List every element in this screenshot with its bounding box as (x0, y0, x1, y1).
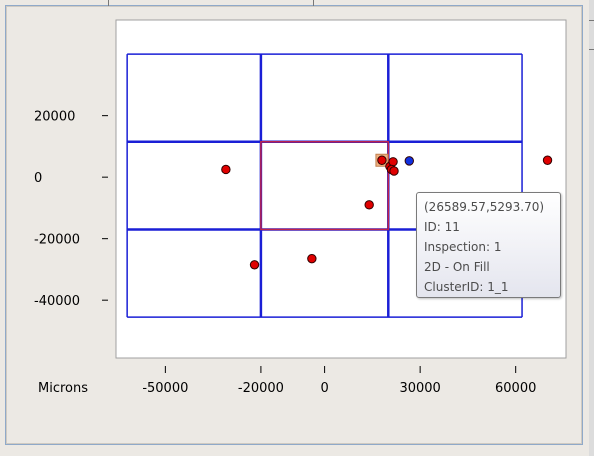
scrollbar-edge[interactable] (589, 0, 594, 456)
data-point[interactable] (221, 164, 231, 175)
y-tick-label: -40000 (34, 294, 80, 309)
x-tick-label: -50000 (142, 381, 188, 396)
tooltip-type: 2D - On Fill (424, 260, 490, 274)
plot-area[interactable] (115, 19, 567, 359)
y-axis: 20000 0 -20000 -40000 (34, 110, 108, 309)
data-point[interactable] (377, 155, 387, 165)
tooltip-id: ID: 11 (424, 220, 460, 234)
data-point[interactable] (404, 156, 414, 166)
tooltip-cluster: ClusterID: 1_1 (424, 280, 509, 294)
y-tick-label: -20000 (34, 233, 80, 248)
tooltip-inspection: Inspection: 1 (424, 240, 502, 254)
tooltip-coords: (26589.57,5293.70) (424, 200, 545, 214)
data-points[interactable] (221, 153, 553, 270)
data-point[interactable] (364, 200, 374, 210)
highlight-rect (260, 141, 390, 231)
y-tick-label: 20000 (34, 110, 75, 125)
y-tick-label: 0 (34, 171, 42, 186)
x-tick-label: -20000 (238, 381, 284, 396)
data-point[interactable] (389, 166, 399, 176)
x-tick-label: 0 (320, 381, 328, 396)
unit-label: Microns (38, 381, 88, 396)
data-point[interactable] (307, 253, 317, 264)
x-tick-label: 30000 (399, 381, 440, 396)
data-point[interactable] (249, 260, 260, 270)
highlight-cell (260, 141, 390, 231)
data-point[interactable] (388, 157, 398, 167)
x-axis: -50000 -20000 0 30000 60000 (142, 366, 536, 396)
data-point[interactable] (542, 155, 553, 165)
point-tooltip: (26589.57,5293.70) ID: 11 Inspection: 1 … (416, 192, 561, 298)
x-tick-label: 60000 (495, 381, 536, 396)
